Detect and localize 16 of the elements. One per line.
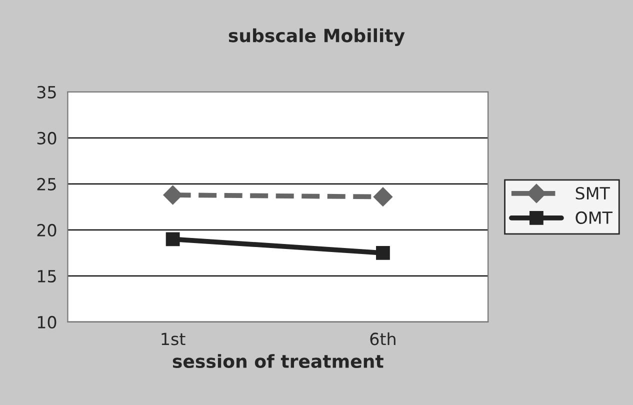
y-tick-label: 20 — [37, 224, 56, 237]
point — [376, 246, 390, 260]
y-tick-label: 10 — [38, 316, 56, 329]
point — [163, 185, 182, 205]
y-tick-label: 35 — [37, 86, 56, 99]
legend-label: OMT — [576, 211, 613, 224]
y-tick-label: 25 — [37, 178, 56, 191]
x-tick-label: 6th — [370, 332, 396, 346]
point — [373, 187, 392, 206]
legend-label: SMT — [576, 186, 610, 200]
point — [166, 232, 180, 246]
y-tick-label: 30 — [37, 132, 56, 145]
chart-title: subscale Mobility — [228, 28, 405, 46]
x-tick-label: 1st — [162, 332, 186, 346]
y-tick-label: 15 — [38, 270, 56, 283]
x-axis-title: session of treatment — [172, 354, 384, 368]
